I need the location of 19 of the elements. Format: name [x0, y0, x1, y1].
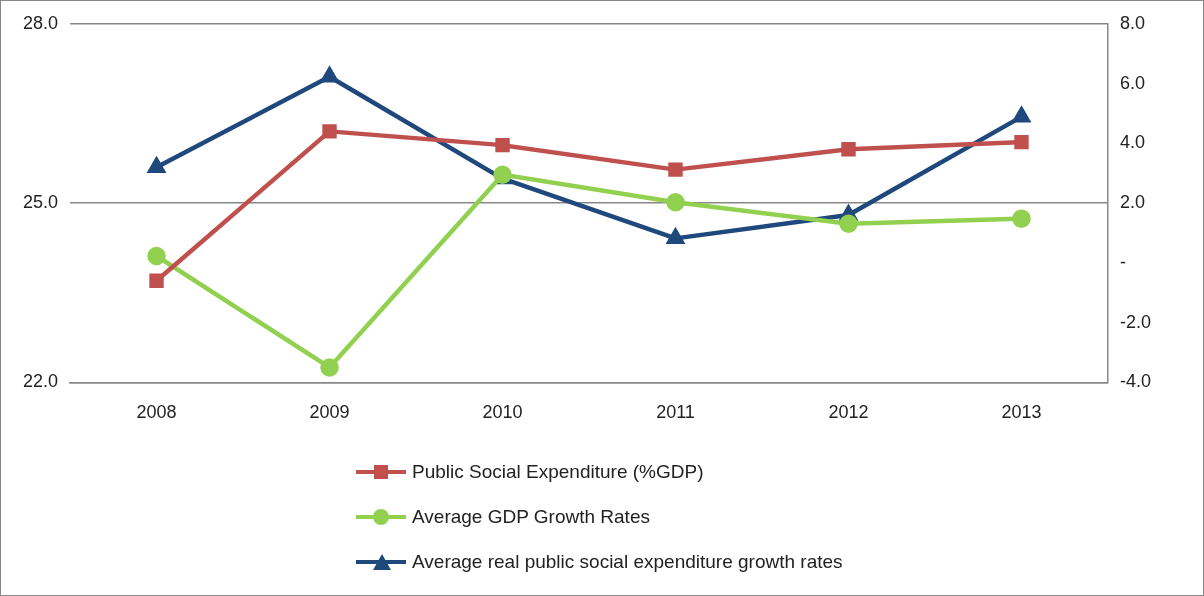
x-tick-label: 2013 [1001, 402, 1042, 423]
x-tick-label: 2011 [656, 402, 695, 423]
y-tick-label: 25.0 [22, 192, 59, 213]
x-tick-label: 2010 [482, 402, 523, 423]
y2-tick-label: 6.0 [1119, 72, 1146, 93]
y2-tick-label: 8.0 [1119, 12, 1146, 33]
x-tick-label: 2008 [136, 402, 177, 423]
x-tick-label: 2009 [309, 402, 350, 423]
legend-label: Average real public social expenditure growth rates [412, 550, 843, 573]
y2-tick-label: 4.0 [1119, 132, 1146, 153]
y2-tick-label: -4.0 [1119, 371, 1152, 392]
y-tick-label: 28.0 [22, 12, 59, 33]
y2-tick-label: - [1119, 251, 1126, 272]
y2-tick-label: -2.0 [1119, 311, 1152, 332]
y-tick-label: 22.0 [22, 371, 59, 392]
x-tick-label: 2012 [828, 402, 869, 423]
legend-label: Average GDP Growth Rates [412, 505, 650, 528]
y2-tick-label: 2.0 [1119, 192, 1146, 213]
legend-label: Public Social Expenditure (%GDP) [412, 460, 704, 483]
